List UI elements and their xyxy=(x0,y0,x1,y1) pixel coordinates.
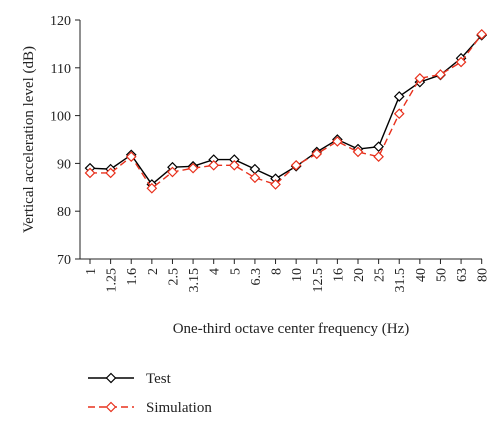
data-point-simulation xyxy=(187,162,199,174)
series-simulation xyxy=(84,28,488,194)
x-tick-label: 1.6 xyxy=(125,268,140,286)
x-tick-label: 8 xyxy=(270,268,285,275)
data-point-simulation xyxy=(455,56,467,68)
data-point-simulation xyxy=(228,159,240,171)
data-point-simulation xyxy=(167,166,178,178)
x-tick-label: 4 xyxy=(208,268,223,275)
x-tick-label: 80 xyxy=(476,268,491,282)
data-point-simulation xyxy=(476,28,488,40)
x-tick-label: 50 xyxy=(434,268,449,282)
y-axis-title: Vertical acceleration level (dB) xyxy=(21,46,37,233)
series-line-test xyxy=(89,34,483,186)
y-ticks: 70 80 90 100 110 120 xyxy=(50,14,80,268)
legend-marker-test xyxy=(105,372,117,384)
legend-label-test: Test xyxy=(146,371,172,387)
legend-item-simulation: Simulation xyxy=(88,400,212,416)
series-layer xyxy=(84,28,488,194)
data-point-simulation xyxy=(352,146,364,158)
data-point-simulation xyxy=(290,159,302,171)
chart-axes xyxy=(79,20,482,260)
data-point-simulation xyxy=(125,151,137,163)
x-axis-title: One-third octave center frequency (Hz) xyxy=(173,321,410,337)
y-tick-label: 70 xyxy=(57,253,71,268)
y-tick-label: 120 xyxy=(50,14,71,29)
data-point-simulation xyxy=(393,108,405,120)
x-tick-label: 3.15 xyxy=(187,268,202,293)
x-tick-label: 16 xyxy=(331,268,346,282)
x-tick-label: 5 xyxy=(228,268,243,275)
data-point-simulation xyxy=(414,72,426,84)
data-point-simulation xyxy=(249,172,261,184)
legend-marker-simulation xyxy=(105,401,117,413)
y-tick-label: 90 xyxy=(57,157,71,172)
x-tick-label: 63 xyxy=(455,268,470,282)
data-point-test xyxy=(393,91,405,102)
series-test xyxy=(84,29,488,190)
data-point-simulation xyxy=(332,136,343,147)
series-line-simulation xyxy=(90,33,483,190)
data-point-simulation xyxy=(84,167,96,179)
x-tick-label: 20 xyxy=(352,268,367,282)
y-tick-label: 110 xyxy=(51,62,71,77)
data-point-simulation xyxy=(270,179,281,190)
data-point-simulation xyxy=(208,159,220,171)
data-point-simulation xyxy=(105,167,116,179)
x-tick-label: 1 xyxy=(84,268,99,275)
data-point-simulation xyxy=(146,182,158,194)
legend: Test Simulation xyxy=(88,371,212,416)
legend-label-simulation: Simulation xyxy=(146,400,212,416)
x-tick-label: 40 xyxy=(414,268,429,282)
x-tick-label: 2 xyxy=(146,268,161,275)
x-tick-label: 25 xyxy=(373,268,388,282)
x-tick-label: 6.3 xyxy=(249,268,264,286)
x-tick-label: 1.25 xyxy=(105,268,120,293)
data-point-test xyxy=(249,163,261,175)
x-tick-label: 2.5 xyxy=(166,268,181,286)
y-tick-label: 100 xyxy=(50,110,71,125)
data-point-simulation xyxy=(311,148,323,160)
x-tick-label: 10 xyxy=(290,268,305,282)
x-tick-label: 12.5 xyxy=(311,268,326,293)
data-point-test xyxy=(373,141,384,153)
x-tick-label: 31.5 xyxy=(393,268,408,293)
data-point-simulation xyxy=(373,151,384,163)
x-ticks: 1 1.25 1.6 2 2.5 3.15 4 5 6.3 8 10 12.5 16 20 25 31.5 40… xyxy=(84,259,491,293)
legend-item-test: Test xyxy=(88,371,172,387)
data-point-simulation xyxy=(435,69,446,80)
y-tick-label: 80 xyxy=(57,205,71,220)
